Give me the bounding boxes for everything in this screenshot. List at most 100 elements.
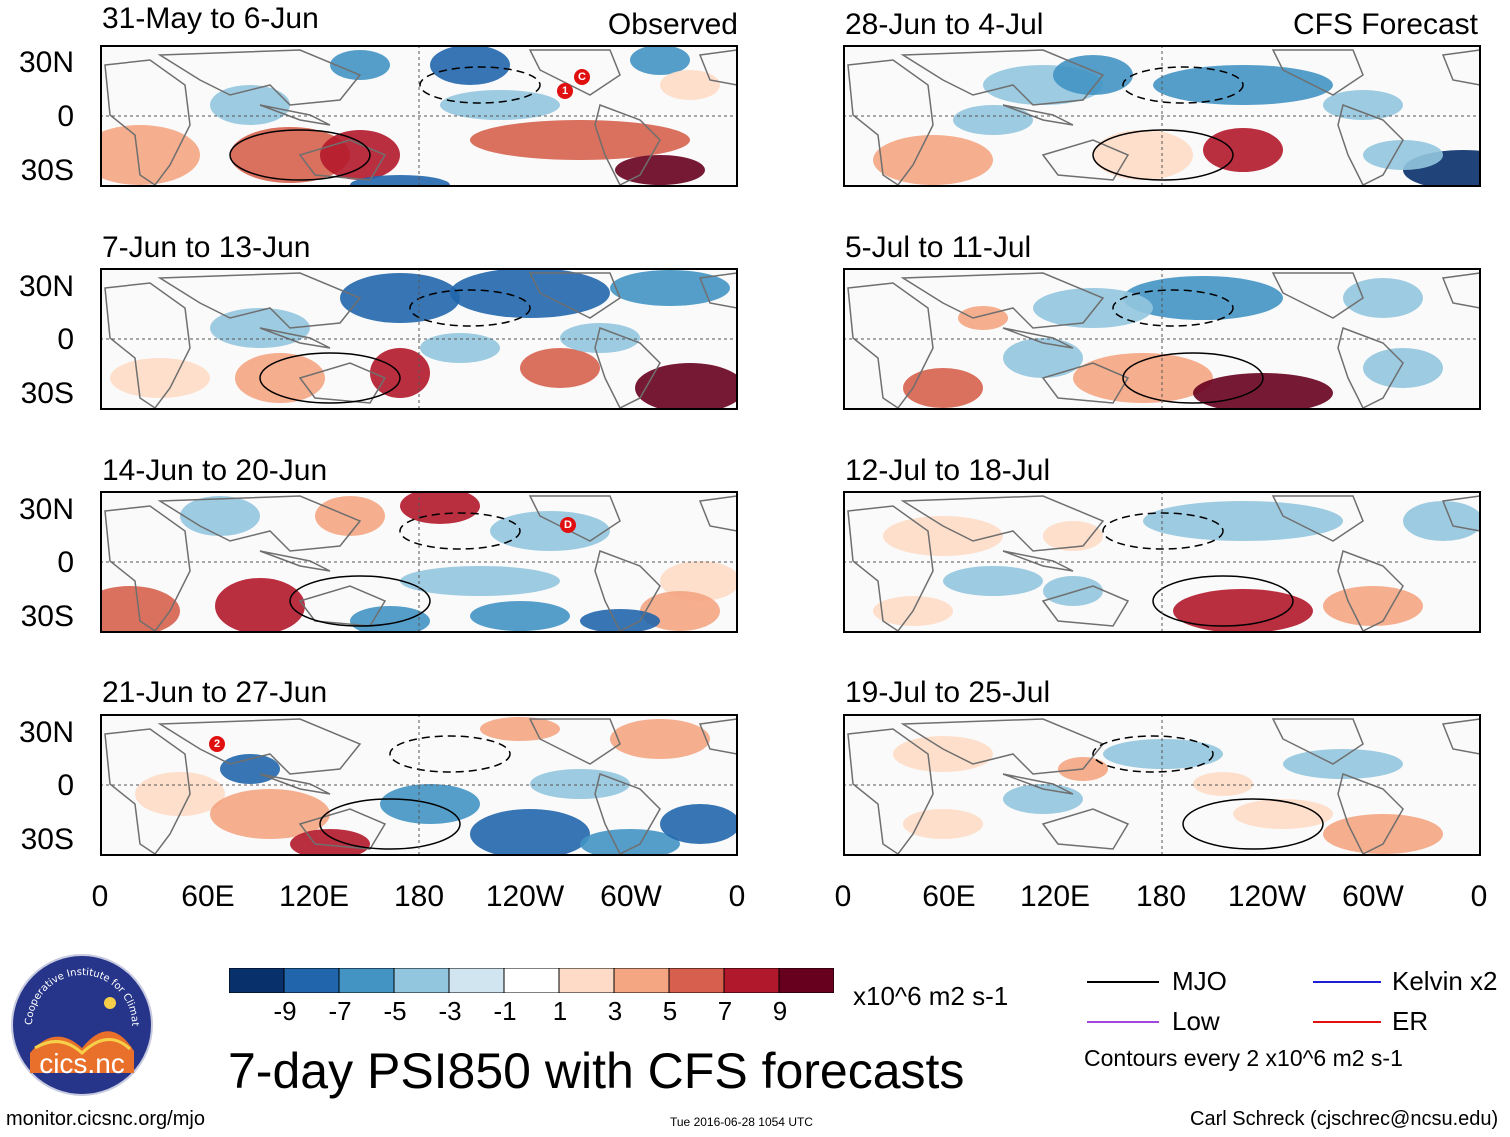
- storm-marker-2: 2: [209, 736, 225, 752]
- storm-marker-1-label: 1: [561, 85, 569, 97]
- anomaly-shading: [1193, 772, 1253, 796]
- mjo-contour-negative: [1102, 512, 1224, 550]
- coastline: [104, 282, 191, 410]
- contour-note: Contours every 2 x10^6 m2 s-1: [1084, 1045, 1403, 1071]
- forecast-label: CFS Forecast: [1292, 8, 1478, 41]
- panel-frame: [843, 268, 1481, 410]
- coastline: [298, 362, 387, 404]
- colorbar-swatch: [613, 968, 670, 993]
- anomaly-shading: [420, 333, 500, 363]
- lon-tick-obs-180: 180: [393, 880, 445, 913]
- anomaly-shading: [1053, 55, 1133, 95]
- map-forecast-1: [843, 45, 1481, 187]
- cics-logo-graphic: Cooperative Institute for Climate and Sa…: [7, 945, 153, 1096]
- coastline: [104, 728, 191, 856]
- coastline: [1337, 773, 1404, 856]
- mjo-contour: [1152, 575, 1294, 627]
- anomaly-shading: [315, 496, 385, 536]
- lat-tick-30s-row4: 30S: [20, 823, 74, 856]
- lat-tick-30s-row2: 30S: [20, 377, 74, 410]
- lat-tick-30n-row4: 30N: [18, 716, 74, 749]
- legend-label-mjo: MJO: [1172, 966, 1227, 996]
- lon-tick-fcst-120e: 120E: [1019, 880, 1091, 913]
- anomaly-shading: [370, 348, 430, 398]
- lat-tick-eq-row3: 0: [57, 546, 74, 579]
- anomaly-shading: [235, 353, 325, 403]
- anomaly-shading: [1173, 589, 1313, 633]
- anomaly-shading: [903, 368, 983, 408]
- lon-tick-obs-120w: 120W: [485, 880, 565, 913]
- colorbar-swatch: [448, 968, 505, 993]
- storm-marker-2-label: 2: [213, 738, 221, 750]
- legend-label-er: ER: [1392, 1006, 1429, 1036]
- map-forecast-3: [843, 491, 1481, 633]
- lon-tick-fcst-120w: 120W: [1227, 880, 1307, 913]
- coastline: [1337, 327, 1404, 410]
- panel-frame: [843, 491, 1481, 633]
- lon-tick-fcst-180: 180: [1135, 880, 1187, 913]
- coastline: [259, 327, 331, 349]
- anomaly-shading: [480, 717, 560, 741]
- coastline: [1337, 550, 1404, 633]
- anomaly-shading: [660, 804, 738, 844]
- panel-frame: [843, 45, 1481, 187]
- anomaly-shading: [1003, 784, 1083, 814]
- colorbar-label-3: 3: [607, 996, 623, 1026]
- anomaly-shading: [903, 809, 983, 839]
- colorbar-swatch: [283, 968, 340, 993]
- coastline: [104, 505, 191, 633]
- coastline: [1002, 104, 1074, 126]
- lon-tick-fcst-60e: 60E: [922, 880, 976, 913]
- coastline: [157, 718, 362, 775]
- mjo-contour-negative: [389, 735, 511, 773]
- anomaly-shading: [1143, 501, 1343, 541]
- coastline: [1041, 808, 1130, 850]
- footer-author: Carl Schreck (cjschrec@ncsu.edu): [1190, 1108, 1499, 1130]
- colorbar: [229, 968, 834, 993]
- anomaly-shading: [100, 586, 180, 633]
- coastline: [847, 282, 934, 410]
- coastline: [594, 327, 661, 410]
- anomaly-shading: [1103, 739, 1223, 769]
- mjo-contour: [1122, 352, 1264, 404]
- storm-marker-d: D: [560, 517, 576, 533]
- lat-tick-30n-row1: 30N: [18, 46, 74, 79]
- anomaly-shading: [215, 578, 305, 633]
- anomaly-shading: [883, 516, 1003, 556]
- anomaly-shading: [1003, 338, 1083, 378]
- figure-title: 7-day PSI850 with CFS forecasts: [228, 1043, 965, 1099]
- anomaly-shading: [100, 125, 200, 185]
- lon-tick-obs-60e: 60E: [181, 880, 235, 913]
- anomaly-shading: [1343, 278, 1423, 318]
- anomaly-shading: [615, 155, 705, 185]
- anomaly-shading: [490, 511, 610, 551]
- coastline: [298, 808, 387, 850]
- mjo-contour-negative: [1112, 289, 1234, 327]
- anomaly-shading: [470, 120, 690, 160]
- anomaly-shading: [1123, 276, 1283, 320]
- lon-tick-obs-60w: 60W: [600, 880, 662, 913]
- colorbar-label-m7: -7: [328, 996, 352, 1026]
- coastline: [1041, 585, 1130, 627]
- anomaly-shading: [1073, 353, 1213, 403]
- coastline: [594, 550, 661, 633]
- coastline: [528, 272, 621, 319]
- mjo-contour-negative: [419, 66, 541, 104]
- anomaly-shading: [1403, 501, 1481, 541]
- panel-frame: [100, 714, 738, 856]
- anomaly-shading: [1193, 373, 1333, 410]
- map-forecast-2: [843, 268, 1481, 410]
- legend-line-mjo: [1087, 981, 1159, 983]
- colorbar-label-m5: -5: [383, 996, 407, 1026]
- colorbar-units: x10^6 m2 s-1: [853, 981, 1009, 1011]
- observed-label: Observed: [607, 8, 738, 41]
- mjo-contour: [1092, 129, 1234, 181]
- colorbar-label-m1: -1: [493, 996, 517, 1026]
- colorbar-label-7: 7: [717, 996, 733, 1026]
- map-observed-3: [100, 491, 738, 633]
- coastline: [900, 49, 1105, 106]
- lat-tick-eq-row1: 0: [57, 100, 74, 133]
- footer-url: monitor.cicsnc.org/mjo: [6, 1108, 205, 1130]
- panel-frame: [100, 45, 738, 187]
- fcst-panel-2-title: 5-Jul to 11-Jul: [845, 231, 1032, 264]
